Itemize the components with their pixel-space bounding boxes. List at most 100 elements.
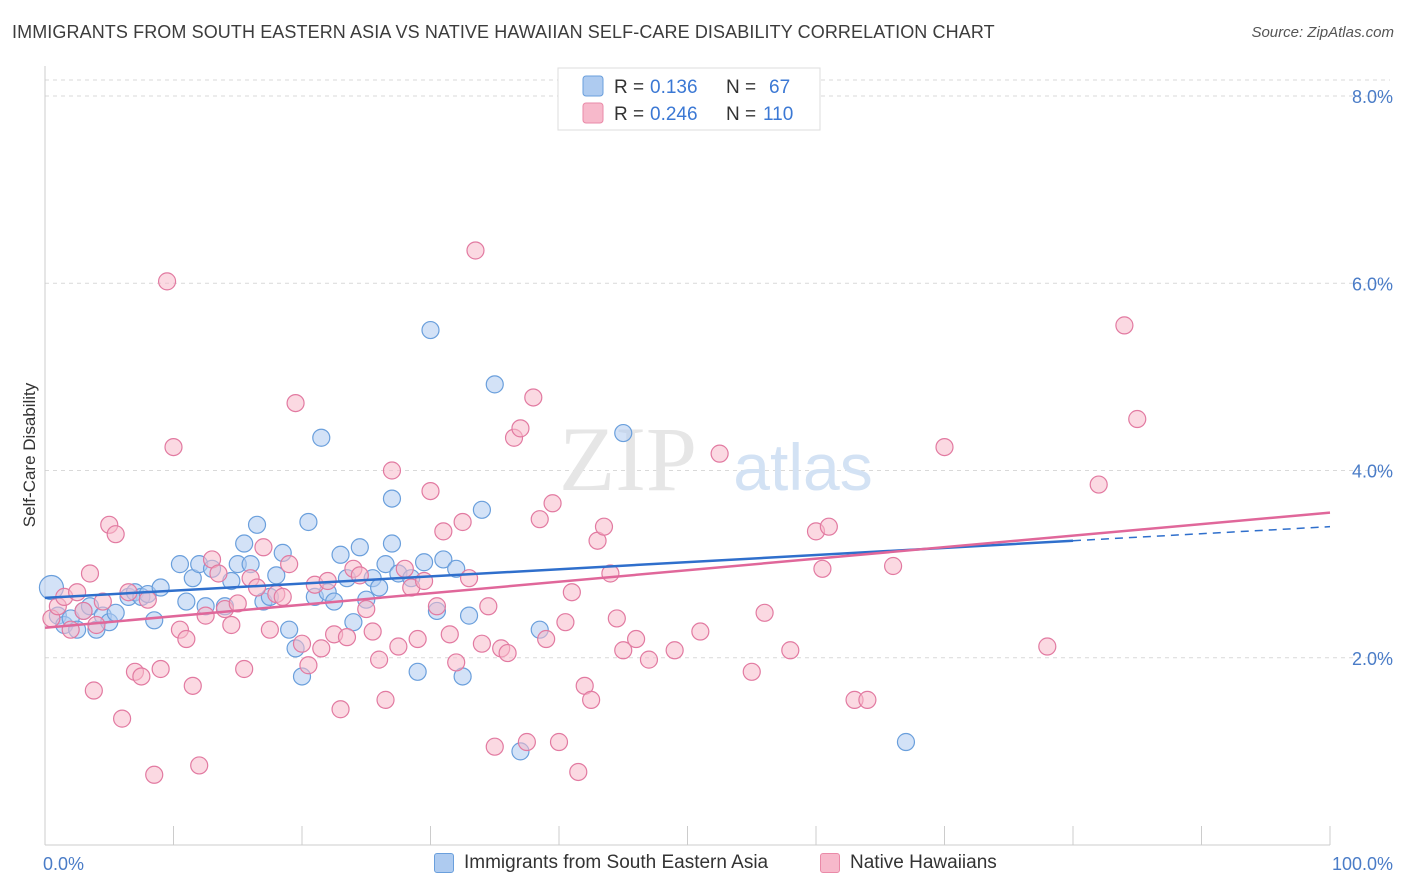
point-immigrants-65 (896, 732, 916, 752)
point-hawaiians-29 (222, 615, 241, 635)
legend-n-value-1: 67 (769, 77, 790, 98)
point-hawaiians-38 (280, 555, 299, 574)
point-hawaiians-5 (74, 601, 93, 621)
point-immigrants-53 (408, 662, 427, 681)
y-tick-label-3: 8.0% (1352, 87, 1393, 107)
point-hawaiians-103 (858, 690, 877, 709)
point-hawaiians-50 (357, 599, 376, 619)
point-hawaiians-82 (562, 583, 581, 602)
point-hawaiians-92 (639, 650, 659, 669)
y-tick-label-1: 4.0% (1352, 462, 1393, 482)
point-hawaiians-90 (614, 641, 633, 660)
point-hawaiians-70 (485, 737, 504, 756)
point-hawaiians-19 (157, 272, 177, 291)
bottom-legend-swatch-immigrants (434, 853, 454, 873)
series-hawaiians-points (42, 241, 1147, 784)
point-hawaiians-54 (382, 461, 402, 480)
point-hawaiians-67 (466, 241, 485, 260)
point-hawaiians-61 (427, 597, 447, 616)
point-immigrants-44 (350, 538, 369, 557)
point-hawaiians-53 (376, 690, 395, 709)
point-hawaiians-62 (434, 522, 453, 541)
bottom-legend-immigrants: Immigrants from South Eastern Asia (434, 852, 768, 874)
point-hawaiians-85 (582, 690, 601, 709)
point-immigrants-51 (382, 489, 402, 508)
point-hawaiians-9 (93, 592, 112, 611)
point-hawaiians-23 (183, 676, 202, 695)
point-hawaiians-108 (1115, 316, 1134, 335)
point-hawaiians-55 (389, 637, 408, 656)
point-immigrants-36 (299, 512, 318, 532)
point-hawaiians-105 (935, 437, 954, 457)
legend-swatch-immigrants (582, 75, 604, 97)
axes (44, 66, 1331, 846)
point-hawaiians-109 (1128, 409, 1147, 429)
top-legend: R = 0.136 N = 67 R = 0.246 N = 110 (557, 67, 821, 131)
point-hawaiians-96 (742, 662, 761, 681)
point-hawaiians-101 (819, 517, 838, 536)
point-hawaiians-37 (273, 587, 292, 606)
point-immigrants-58 (447, 559, 466, 578)
point-hawaiians-12 (112, 709, 132, 728)
point-hawaiians-31 (235, 659, 254, 679)
point-immigrants-47 (370, 578, 389, 597)
legend-n-value-2: 110 (763, 104, 793, 125)
point-hawaiians-15 (132, 667, 151, 686)
legend-r-value-1: 0.136 (650, 77, 698, 98)
point-hawaiians-89 (607, 609, 626, 628)
point-hawaiians-51 (363, 622, 382, 641)
point-hawaiians-30 (228, 594, 247, 613)
point-immigrants-28 (247, 515, 267, 534)
point-hawaiians-76 (524, 388, 543, 407)
point-hawaiians-16 (138, 590, 157, 609)
point-hawaiians-18 (151, 659, 170, 679)
series-immigrants-points (38, 320, 916, 761)
x-tick-label-1: 100.0% (1332, 854, 1393, 874)
bottom-legend-label-hawaiians: Native Hawaiians (850, 852, 997, 873)
point-hawaiians-66 (459, 569, 479, 588)
point-immigrants-62 (485, 375, 504, 394)
trend-line-hawaiians (44, 511, 1331, 630)
bottom-legend-label-immigrants: Immigrants from South Eastern Asia (464, 852, 769, 873)
trend-lines (44, 511, 1331, 630)
point-hawaiians-20 (164, 437, 183, 457)
point-hawaiians-72 (498, 643, 517, 663)
legend-r-label-1: R = (614, 77, 644, 98)
point-hawaiians-11 (106, 525, 125, 544)
point-hawaiians-27 (209, 564, 228, 583)
point-hawaiians-17 (145, 765, 164, 784)
point-hawaiians-60 (421, 481, 440, 501)
point-hawaiians-25 (196, 606, 215, 625)
point-immigrants-49 (382, 534, 402, 553)
point-immigrants-43 (344, 613, 363, 632)
point-hawaiians-56 (395, 559, 414, 578)
point-immigrants-57 (434, 550, 453, 569)
source-note: Source: ZipAtlas.com (1251, 24, 1394, 41)
point-hawaiians-6 (80, 564, 100, 583)
point-hawaiians-104 (883, 556, 903, 576)
point-hawaiians-52 (370, 650, 389, 669)
y-tick-label-2: 6.0% (1352, 274, 1393, 294)
point-hawaiians-64 (447, 653, 466, 672)
point-hawaiians-107 (1089, 475, 1108, 494)
tick-labels: 2.0% 4.0% 6.0% 8.0% 0.0% 100.0% (43, 87, 1393, 874)
watermark-zip: ZIP (559, 408, 697, 510)
point-hawaiians-83 (569, 762, 588, 782)
point-hawaiians-40 (292, 634, 312, 653)
point-hawaiians-94 (691, 622, 710, 641)
point-hawaiians-87 (594, 517, 614, 536)
point-hawaiians-98 (781, 641, 800, 660)
point-hawaiians-43 (312, 639, 331, 658)
point-hawaiians-79 (543, 494, 562, 513)
legend-n-label-2: N = (726, 104, 756, 125)
point-hawaiians-4 (68, 583, 87, 602)
y-axis-label: Self-Care Disability (20, 382, 39, 527)
point-immigrants-60 (459, 606, 479, 625)
point-hawaiians-68 (472, 634, 491, 653)
point-immigrants-64 (614, 423, 633, 443)
point-hawaiians-58 (408, 629, 427, 649)
point-hawaiians-8 (87, 615, 106, 635)
point-hawaiians-24 (190, 756, 209, 775)
point-hawaiians-77 (530, 510, 549, 529)
